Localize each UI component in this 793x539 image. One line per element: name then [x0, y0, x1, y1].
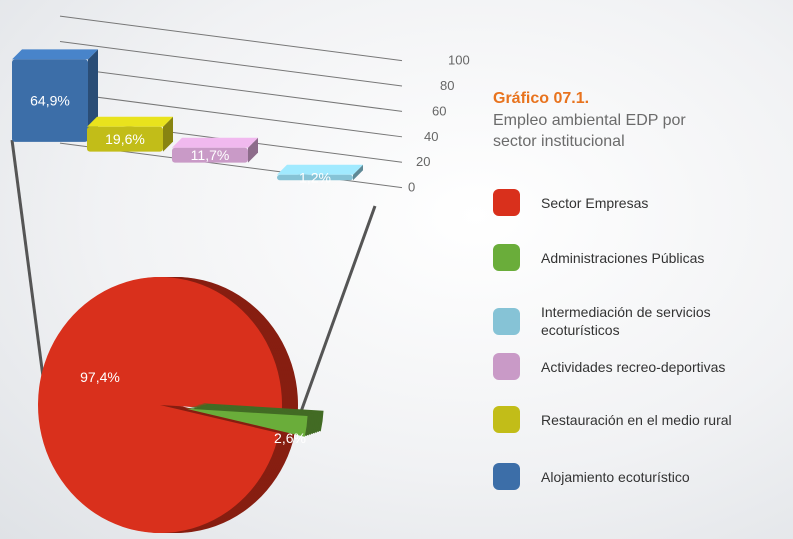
legend-swatch — [493, 406, 520, 433]
bar-front — [87, 126, 163, 152]
bar-top — [87, 116, 173, 127]
bar-side — [248, 137, 258, 163]
grid-line — [59, 66, 403, 112]
subtitle: Empleo ambiental EDP por sector instituc… — [493, 112, 686, 150]
grid-line — [59, 41, 403, 87]
bar-front — [12, 59, 88, 142]
legend-label: Alojamiento ecoturístico — [541, 468, 690, 485]
legend-label: Intermediación de servicios ecoturístico… — [541, 304, 711, 338]
bar-front — [277, 174, 353, 181]
pie-slice — [185, 403, 324, 437]
legend-swatch — [493, 244, 520, 271]
legend-label: Restauración en el medio rural — [541, 411, 732, 428]
value-label: 1,2% — [299, 170, 331, 186]
bar-side — [353, 164, 363, 181]
bar-top — [12, 49, 98, 60]
title: Gráfico 07.1. — [493, 90, 590, 107]
y-tick-label: 80 — [440, 78, 454, 93]
bar — [172, 137, 258, 163]
bar — [12, 49, 98, 142]
value-label: 64,9% — [30, 93, 70, 109]
slice-face — [185, 408, 308, 437]
bar-top — [172, 137, 258, 148]
legend-swatch — [493, 189, 520, 216]
connector — [10, 139, 47, 393]
legend-item: Sector Empresas — [493, 189, 793, 216]
bar-top — [277, 164, 363, 175]
grid-line — [59, 91, 403, 138]
y-tick-label: 20 — [416, 154, 430, 169]
pie-slice — [38, 276, 299, 533]
legend-swatch — [493, 307, 520, 335]
legend-swatch — [493, 463, 520, 490]
y-tick-label: 40 — [424, 129, 438, 144]
value-label: 19,6% — [105, 131, 145, 147]
grid-line — [59, 15, 403, 62]
legend-label: Actividades recreo-deportivas — [541, 358, 726, 375]
y-tick-label: 0 — [408, 180, 415, 195]
value-label: 2,6% — [274, 430, 306, 446]
y-tick-label: 60 — [432, 103, 446, 118]
value-label: 11,7% — [191, 147, 230, 163]
bar-front — [172, 147, 248, 163]
legend-label: Sector Empresas — [541, 194, 649, 211]
value-label: 97,4% — [80, 369, 120, 385]
legend-item: Administraciones Públicas — [493, 244, 793, 271]
legend-swatch — [493, 353, 520, 380]
legend-item: Alojamiento ecoturístico — [493, 463, 793, 490]
legend-item: Intermediación de servicios ecoturístico… — [493, 303, 793, 339]
bar-side — [163, 116, 173, 152]
bar — [277, 164, 363, 181]
legend-label: Administraciones Públicas — [541, 249, 705, 266]
y-tick-label: 100 — [448, 53, 470, 68]
bar — [87, 116, 173, 152]
connector — [296, 205, 377, 421]
legend-item: Actividades recreo-deportivas — [493, 353, 793, 380]
legend-item: Restauración en el medio rural — [493, 406, 793, 433]
slice-face — [38, 276, 283, 533]
